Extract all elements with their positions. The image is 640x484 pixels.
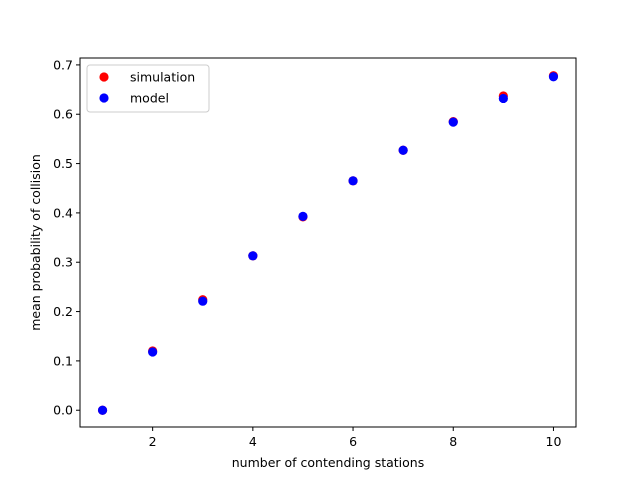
model-point xyxy=(198,296,208,306)
legend-label-model: model xyxy=(130,91,169,106)
x-tick-label: 8 xyxy=(449,434,457,449)
y-tick-label: 0.3 xyxy=(53,255,73,270)
model-point xyxy=(97,405,108,415)
legend-marker-simulation xyxy=(99,72,109,82)
legend-box xyxy=(86,64,210,113)
legend-marker-model xyxy=(99,93,109,103)
y-tick-label: 0.2 xyxy=(53,304,73,319)
model-point xyxy=(298,211,308,221)
model-point xyxy=(548,72,559,82)
model-point xyxy=(398,145,408,155)
x-tick-label: 2 xyxy=(149,434,157,449)
y-tick-label: 0.6 xyxy=(53,107,73,122)
model-point xyxy=(448,117,458,127)
y-tick-label: 0.0 xyxy=(53,403,73,418)
model-point xyxy=(148,347,158,357)
series-model xyxy=(97,72,559,415)
y-tick-label: 0.4 xyxy=(53,205,73,220)
x-tick-label: 10 xyxy=(546,434,562,449)
model-point xyxy=(498,93,508,104)
y-axis-label: mean probability of collision xyxy=(28,154,43,331)
legend-label-simulation: simulation xyxy=(130,70,195,85)
x-tick-label: 4 xyxy=(249,434,257,449)
plot-area xyxy=(80,58,576,427)
x-tick-label: 6 xyxy=(349,434,357,449)
model-point xyxy=(248,251,258,261)
y-tick-label: 0.1 xyxy=(53,353,73,368)
y-tick-label: 0.5 xyxy=(53,156,73,171)
x-axis-label: number of contending stations xyxy=(232,455,425,470)
plot-frame xyxy=(79,57,577,428)
model-point xyxy=(348,176,358,186)
y-tick-label: 0.7 xyxy=(53,57,73,72)
